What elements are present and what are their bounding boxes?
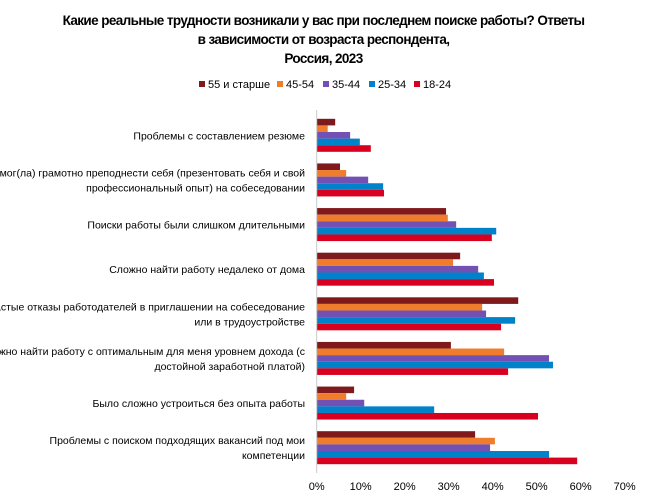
bar-25-34 [316, 227, 497, 235]
category-label: Сложно найти работу недалеко от дома [109, 264, 305, 276]
bar-55-и-старше [316, 208, 447, 215]
bar-35-44 [316, 176, 369, 184]
bar-45-54 [316, 125, 328, 133]
category-label: Частые отказы работодателей в приглашени… [0, 301, 305, 313]
bar-18-24 [316, 189, 385, 197]
bar-25-34 [316, 406, 435, 413]
bar-55-и-старше [316, 297, 519, 304]
chart-title-line: в зависимости от возраста респондента, [197, 32, 450, 47]
bar-18-24 [316, 412, 539, 420]
legend-swatch [369, 81, 375, 87]
legend-label: 35-44 [332, 79, 360, 91]
bar-25-34 [316, 361, 553, 369]
bar-25-34 [316, 317, 516, 324]
category-label: компетенции [242, 450, 305, 462]
chart-title: Какие реальные трудности возникали у вас… [0, 11, 647, 68]
x-tick-label: 60% [570, 481, 592, 493]
bar-18-24 [316, 457, 578, 465]
bar-55-и-старше [316, 386, 355, 394]
legend-swatch [414, 81, 420, 87]
chart-title-line: Россия, 2023 [284, 51, 363, 66]
legend-swatch [323, 81, 329, 87]
chart-title-line: Какие реальные трудности возникали у вас… [62, 13, 585, 28]
bar-25-34 [316, 138, 360, 146]
category-label: Не мог(ла) грамотно преподнести себя (пр… [0, 167, 305, 179]
category-label: Проблемы с составлением резюме [133, 130, 305, 142]
legend-label: 18-24 [423, 79, 451, 91]
bar-55-и-старше [316, 163, 341, 171]
legend-label: 25-34 [378, 79, 406, 91]
bar-45-54 [316, 303, 483, 311]
x-tick-label: 50% [526, 481, 548, 493]
legend-label: 45-54 [286, 79, 314, 91]
legend-label: 55 и старше [208, 79, 270, 91]
bar-35-44 [316, 444, 491, 451]
bar-18-24 [316, 323, 502, 331]
category-label: или в трудоустройстве [194, 316, 305, 328]
legend-swatch [277, 81, 283, 87]
category-label: достойной заработной платой) [154, 361, 305, 373]
x-tick-label: 30% [438, 481, 460, 493]
bar-45-54 [316, 437, 495, 445]
legend-swatch [199, 81, 205, 87]
bar-35-44 [316, 355, 550, 362]
bar-18-24 [316, 279, 495, 286]
bar-45-54 [316, 170, 347, 177]
x-tick-label: 10% [350, 481, 372, 493]
bar-45-54 [316, 259, 454, 266]
bar-55-и-старше [316, 341, 451, 349]
bar-18-24 [316, 234, 492, 242]
category-label: Сложно найти работу с оптимальным для ме… [0, 346, 305, 358]
bar-55-и-старше [316, 252, 461, 260]
x-tick-label: 40% [482, 481, 504, 493]
category-label: Было сложно устроиться без опыта работы [92, 398, 305, 410]
bar-45-54 [316, 348, 505, 356]
bar-25-34 [316, 450, 550, 458]
bar-35-44 [316, 310, 487, 318]
bar-18-24 [316, 368, 509, 375]
x-tick-label: 0% [309, 481, 325, 493]
bar-25-34 [316, 272, 484, 280]
bar-35-44 [316, 132, 351, 139]
bar-18-24 [316, 145, 371, 152]
bar-35-44 [316, 399, 365, 407]
bar-55-и-старше [316, 118, 336, 126]
category-label: профессиональный опыт) на собеседовании [86, 182, 305, 194]
bar-45-54 [316, 214, 448, 222]
bar-25-34 [316, 183, 384, 190]
bar-35-44 [316, 221, 457, 228]
category-label: Проблемы с поиском подходящих вакансий п… [50, 435, 306, 447]
bar-55-и-старше [316, 431, 476, 438]
bar-45-54 [316, 393, 347, 400]
bar-35-44 [316, 265, 479, 273]
category-label: Поиски работы были слишком длительными [87, 220, 305, 232]
x-tick-label: 70% [614, 481, 636, 493]
x-tick-label: 20% [394, 481, 416, 493]
